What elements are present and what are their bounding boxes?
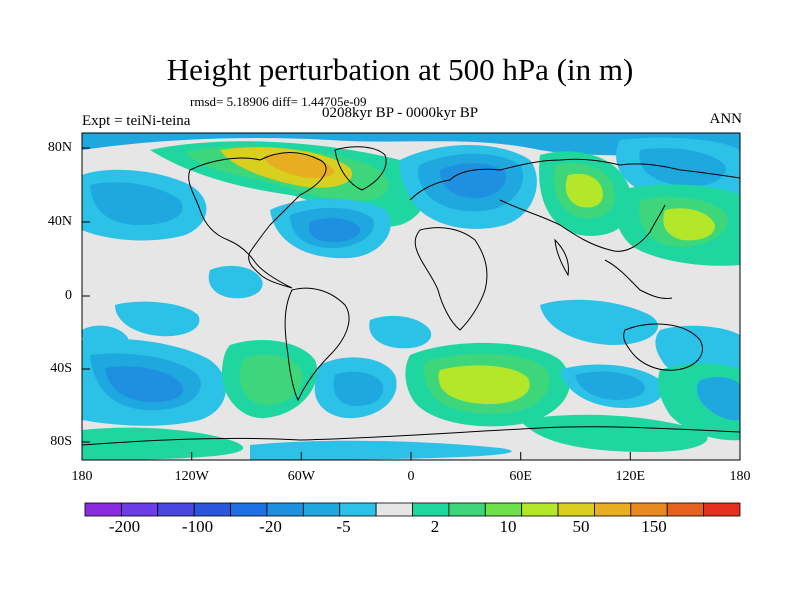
colorbar-swatch <box>266 502 304 517</box>
colorbar-swatch <box>630 502 668 517</box>
colorbar-swatch <box>557 502 595 517</box>
contour-region <box>540 299 658 345</box>
contour-region <box>369 315 432 349</box>
colorbar-label: -100 <box>181 517 214 536</box>
colorbar-label: 2 <box>430 517 440 536</box>
coastline-india <box>554 238 569 277</box>
lon-label-120w: 120W <box>174 469 209 484</box>
colorbar-label: -5 <box>336 517 351 536</box>
contour-field <box>82 133 740 460</box>
coastlines <box>82 146 740 446</box>
lat-label-40n: 40N <box>47 214 72 229</box>
contour-region <box>440 163 506 198</box>
coastline-greenland <box>334 146 387 191</box>
season-label: ANN <box>709 111 743 127</box>
colorbar-swatch <box>521 502 559 517</box>
contour-region <box>575 371 645 400</box>
colorbar-swatch <box>412 502 450 517</box>
colorbar-swatch <box>120 502 159 517</box>
colorbar-swatch <box>666 502 705 517</box>
colorbar-swatch <box>339 502 377 517</box>
lat-label-40s: 40S <box>50 361 72 376</box>
contour-region <box>697 377 740 421</box>
contour-region <box>520 414 708 452</box>
colorbar-swatch <box>484 502 523 517</box>
lon-label-60w: 60W <box>287 469 315 484</box>
period-subtitle: 0208kyr BP - 0000kyr BP <box>321 105 479 121</box>
colorbar-swatch <box>157 502 195 517</box>
colorbar-label: -200 <box>108 517 141 536</box>
colorbar-swatch <box>84 502 122 517</box>
coastline-south-america <box>284 287 350 402</box>
coastline-asia <box>499 199 666 252</box>
contour-region <box>438 365 530 405</box>
contour-region <box>239 354 303 405</box>
coastline-africa <box>414 227 488 331</box>
contour-region <box>208 265 263 299</box>
contour-region <box>264 153 335 178</box>
experiment-label: Expt = teiNi-teina <box>82 113 191 129</box>
colorbar-swatch <box>193 502 231 517</box>
lat-label-80n: 80N <box>47 140 72 155</box>
coastline-southeast-asia <box>604 259 673 299</box>
colorbar-swatch <box>230 502 268 517</box>
axis-ticks <box>82 147 631 460</box>
contour-region <box>308 218 361 243</box>
coastline-antarctica <box>82 426 740 446</box>
lon-label-0: 0 <box>407 469 415 484</box>
contour-region <box>82 427 244 460</box>
colorbar-swatch <box>594 502 632 517</box>
colorbar-label: 10 <box>499 517 517 536</box>
coastline-europe <box>409 158 740 201</box>
colorbar-label: -20 <box>259 517 282 536</box>
contour-region <box>82 133 740 165</box>
colorbar-swatch <box>302 502 341 517</box>
lat-label-80s: 80S <box>50 434 72 449</box>
contour-region <box>663 208 716 241</box>
contour-region <box>250 440 512 460</box>
colorbar-swatch <box>375 502 413 517</box>
colorbar-swatch <box>703 502 741 517</box>
contour-region <box>105 366 184 403</box>
colorbar <box>84 502 741 517</box>
lon-label-180w: 180 <box>71 469 93 484</box>
coastline-australia <box>623 323 703 371</box>
lon-label-120e: 120E <box>615 469 646 484</box>
contour-region <box>90 182 183 225</box>
lat-label-0: 0 <box>65 288 72 303</box>
plot-title: Height perturbation at 500 hPa (in m) <box>166 52 634 87</box>
contour-region <box>115 301 200 337</box>
contour-region <box>639 148 726 187</box>
colorbar-label: 50 <box>572 517 590 536</box>
colorbar-label: 150 <box>641 517 667 536</box>
stats-line: rmsd= 5.18906 diff= 1.44705e-09 <box>190 94 367 109</box>
lon-label-180e: 180 <box>729 469 751 484</box>
lon-label-60e: 60E <box>509 469 532 484</box>
contour-region <box>565 173 603 208</box>
contour-region <box>333 371 384 407</box>
colorbar-swatch <box>448 502 486 517</box>
coastline-north-america <box>188 152 327 289</box>
